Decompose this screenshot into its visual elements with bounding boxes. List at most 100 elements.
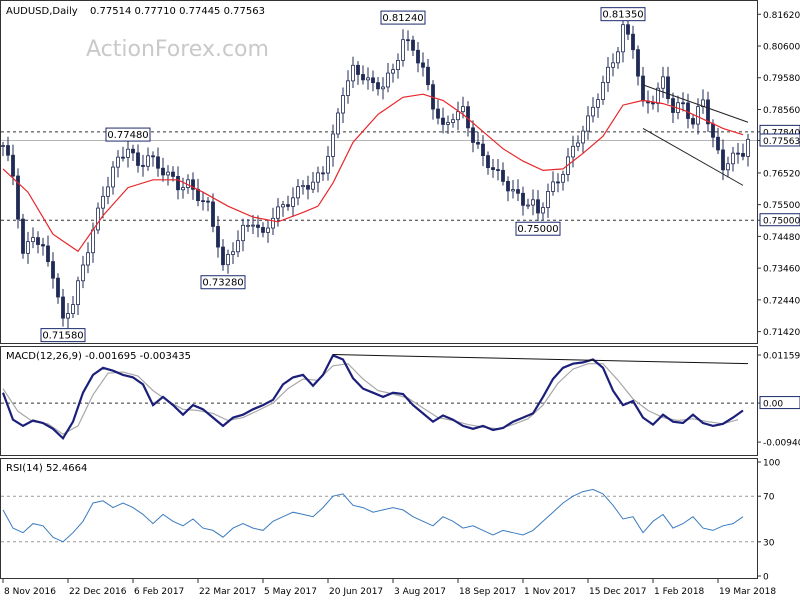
candle-body [531,199,535,206]
rsi-line [2,488,744,543]
candle-body [666,76,670,99]
axis-tick-label: 0.77563 [763,137,800,147]
candle [616,47,620,69]
candle [21,213,25,259]
ohlc-label: 0.77514 0.77710 0.77445 0.77563 [90,6,265,17]
candle-body [616,51,620,64]
x-axis-label: 8 Nov 2016 [4,587,56,597]
candle-body [571,145,575,158]
candle-body [276,206,280,219]
candle [106,176,110,205]
candle [71,296,75,318]
candle-body [631,33,635,51]
candle [441,107,445,134]
candle [1,141,5,157]
candle-body [611,62,615,68]
candle-body [176,176,180,191]
candle [176,166,180,200]
candle-body [201,200,205,203]
candle-body [151,155,155,158]
candle [81,255,85,289]
candle-body [596,99,600,108]
candle-body [336,112,340,135]
candle-body [161,167,165,176]
candle [96,202,100,234]
annotation-label: 0.81240 [382,13,423,24]
candle [531,189,535,216]
axis-tick-label: 0.80600 [763,43,800,53]
candle [481,135,485,167]
candle [516,179,520,202]
candle [31,227,35,249]
candle [591,97,595,123]
candle-body [721,149,725,171]
candle [741,143,745,161]
candle [136,144,140,173]
price-axis-tick: 0.78560 [757,106,800,116]
candle-body [256,224,260,228]
candle [686,93,690,129]
candle-body [311,181,315,190]
candle [76,276,80,316]
candle [716,127,720,155]
candle [66,302,70,329]
candle-body [46,245,50,263]
candle-body [296,186,300,199]
candle [201,191,205,211]
macd-line [1,353,744,441]
axis-highlight-box [759,213,800,227]
candle [336,108,340,139]
candle [126,139,130,168]
candle-body [206,200,210,203]
candle-body [716,136,720,151]
candle-body [121,156,125,159]
candle-body [561,174,565,183]
candle [226,249,230,274]
candle-body [21,218,25,254]
candle [161,157,165,182]
candle [376,76,380,96]
annotation-label: 0.81350 [602,10,643,21]
axis-tick-label: 0.73460 [763,265,800,275]
candle [51,252,55,289]
candle-body [626,24,630,35]
price-axis-tick: 0.71420 [757,328,800,338]
candle [596,93,600,118]
candle-body [31,237,35,243]
candle [551,171,555,196]
candle-body [141,165,145,167]
candle-body [581,130,585,144]
candle [391,63,395,83]
candle-body [521,192,525,206]
candle [486,151,490,175]
rsi-title: RSI(14) 52.4664 [6,463,87,474]
candle-body [641,75,645,102]
price-annotation: 0.75000 [515,221,561,236]
candle [611,53,615,77]
candle [446,115,450,135]
axis-tick-label: 0.00 [763,400,783,410]
candle [361,65,365,85]
candle [731,147,735,172]
candle [561,170,565,191]
candle-body [416,49,420,64]
candle [111,161,115,195]
candle [331,124,335,167]
candle-body [696,106,700,125]
x-axis-label: 1 Feb 2018 [654,587,705,597]
candle-body [746,138,750,157]
candle-body [251,224,255,227]
candle [736,143,740,164]
candle-body [356,64,360,75]
axis-tick-label: 0.71420 [763,328,800,338]
candle-body [391,69,395,74]
candle [496,159,500,181]
x-axis-label: 3 Aug 2017 [394,587,446,597]
macd-panel [0,346,758,456]
candle [26,231,30,264]
candle-body [731,152,735,165]
candle [691,114,695,129]
candle-body [66,313,70,319]
axis-tick-label: 0.79580 [763,74,800,84]
